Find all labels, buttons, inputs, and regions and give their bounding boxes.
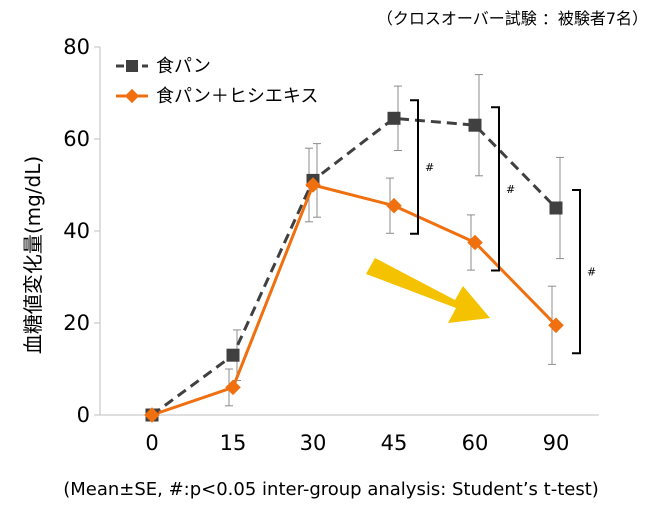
significance-bracket xyxy=(410,99,419,235)
data-point-series-2 xyxy=(467,234,483,251)
x-tick-label: 90 xyxy=(543,431,570,455)
legend-label-series-1: 食パン xyxy=(156,56,211,77)
y-tick-label: 20 xyxy=(63,311,90,335)
data-point-series-2 xyxy=(225,379,241,396)
data-point-series-1 xyxy=(468,118,482,132)
x-tick-label: 30 xyxy=(300,431,327,455)
legend-label-series-2: 食パン＋ヒシエキス xyxy=(156,86,318,107)
legend: 食パン 食パン＋ヒシエキス xyxy=(116,56,318,107)
data-point-series-1 xyxy=(549,201,563,215)
data-point-series-2 xyxy=(386,197,402,214)
x-tick-label: 60 xyxy=(462,431,489,455)
legend-marker-series-1 xyxy=(126,60,138,72)
data-point-series-1 xyxy=(387,111,401,125)
stats-note: (Mean±SE, #:p<0.05 inter-group analysis:… xyxy=(63,479,599,500)
data-point-series-2 xyxy=(305,177,321,193)
legend-marker-series-2 xyxy=(124,88,140,104)
x-tick-label: 45 xyxy=(381,431,408,455)
data-point-series-2 xyxy=(144,407,160,423)
study-note: （クロスオーバー試験 ：被験者7名） xyxy=(377,9,648,28)
significance-mark: # xyxy=(587,266,596,279)
series-line-1 xyxy=(151,116,558,417)
x-tick-label: 0 xyxy=(145,431,158,455)
y-tick-label: 60 xyxy=(63,127,90,151)
trend-arrow-shape xyxy=(366,258,490,323)
significance-bracket xyxy=(491,106,500,272)
significance-bracket xyxy=(572,189,581,355)
y-axis-label: 血糖値変化量(mg/dL) xyxy=(21,156,45,354)
significance-mark: # xyxy=(506,183,515,196)
x-tick-label: 15 xyxy=(220,431,247,455)
data-point-series-1 xyxy=(226,348,240,362)
y-tick-label: 80 xyxy=(63,35,90,59)
trend-arrow xyxy=(366,258,490,323)
y-tick-label: 40 xyxy=(63,219,90,243)
series-line-2 xyxy=(151,183,558,417)
significance-mark: # xyxy=(425,161,434,174)
y-tick-label: 0 xyxy=(77,403,90,427)
